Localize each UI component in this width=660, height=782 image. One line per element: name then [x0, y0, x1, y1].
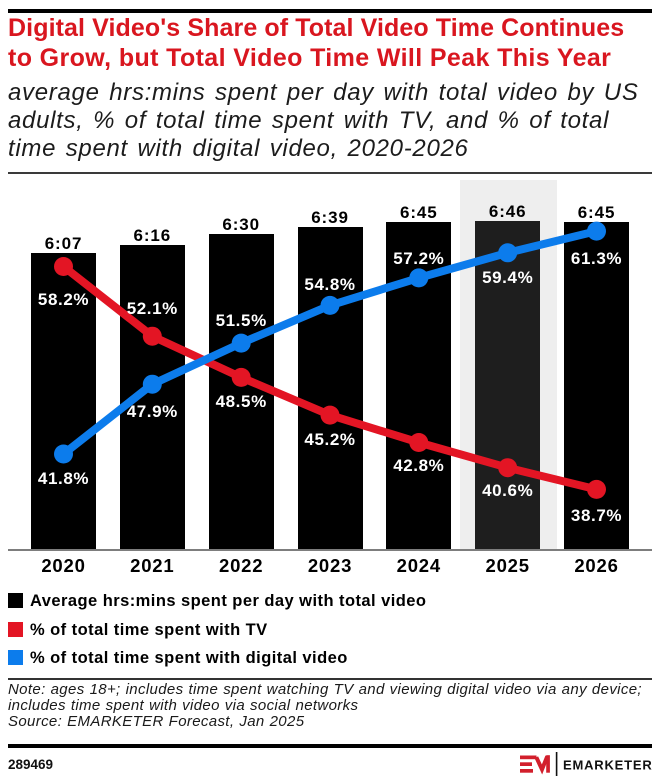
svg-text:EMARKETER: EMARKETER — [563, 758, 653, 773]
